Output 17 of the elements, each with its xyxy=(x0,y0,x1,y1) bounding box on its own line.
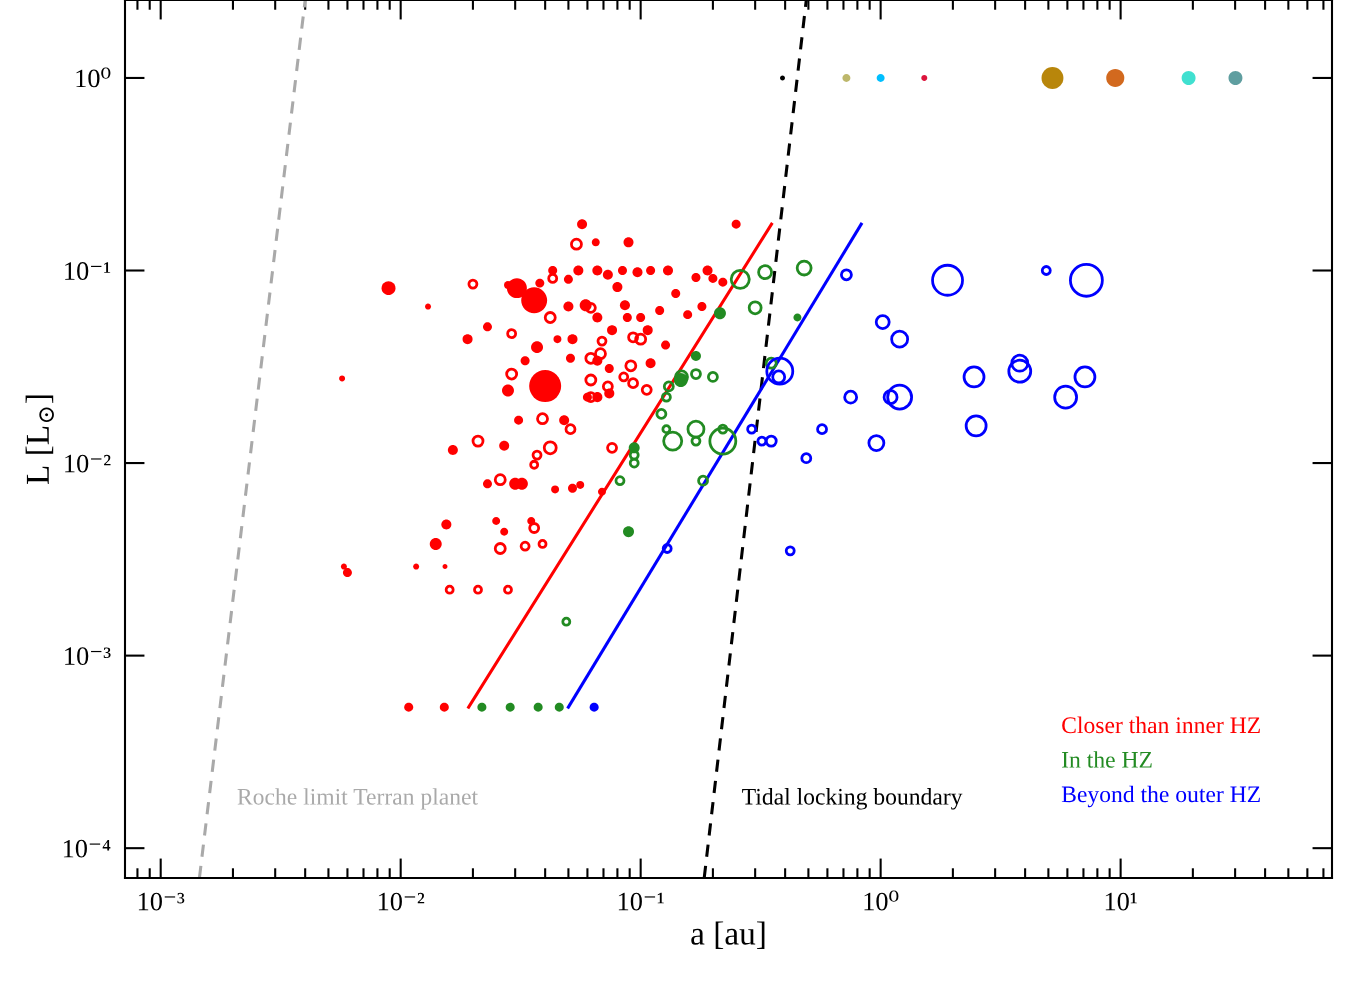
text: Closer than inner HZ xyxy=(1062,716,1260,734)
x-axis-title: a [au] xyxy=(691,921,765,949)
x-tick-label: 10¹ xyxy=(1105,892,1137,911)
y-axis-title: L [L$_{⊙}$] xyxy=(25,395,54,485)
y-tick-label: 10⁻¹ xyxy=(65,262,111,280)
text: In the HZ xyxy=(1062,751,1152,768)
y-tick-label: 10⁻⁴ xyxy=(63,839,111,858)
x-tick-label: 10⁻¹ xyxy=(618,892,664,911)
y-tick-label: 10⁰ xyxy=(76,67,111,88)
series-label: Roche limit Terran planet xyxy=(237,788,478,810)
series-label: Tidal locking boundary xyxy=(742,788,963,810)
x-tick-label: 10⁻² xyxy=(378,892,425,911)
text: Beyond the outer HZ xyxy=(1061,785,1260,808)
x-tick-label: 10⁻³ xyxy=(138,892,185,911)
y-tick-label: 10⁻² xyxy=(65,454,111,473)
y-tick-label: 10⁻³ xyxy=(65,647,111,666)
x-tick-label: 10⁰ xyxy=(864,890,899,911)
